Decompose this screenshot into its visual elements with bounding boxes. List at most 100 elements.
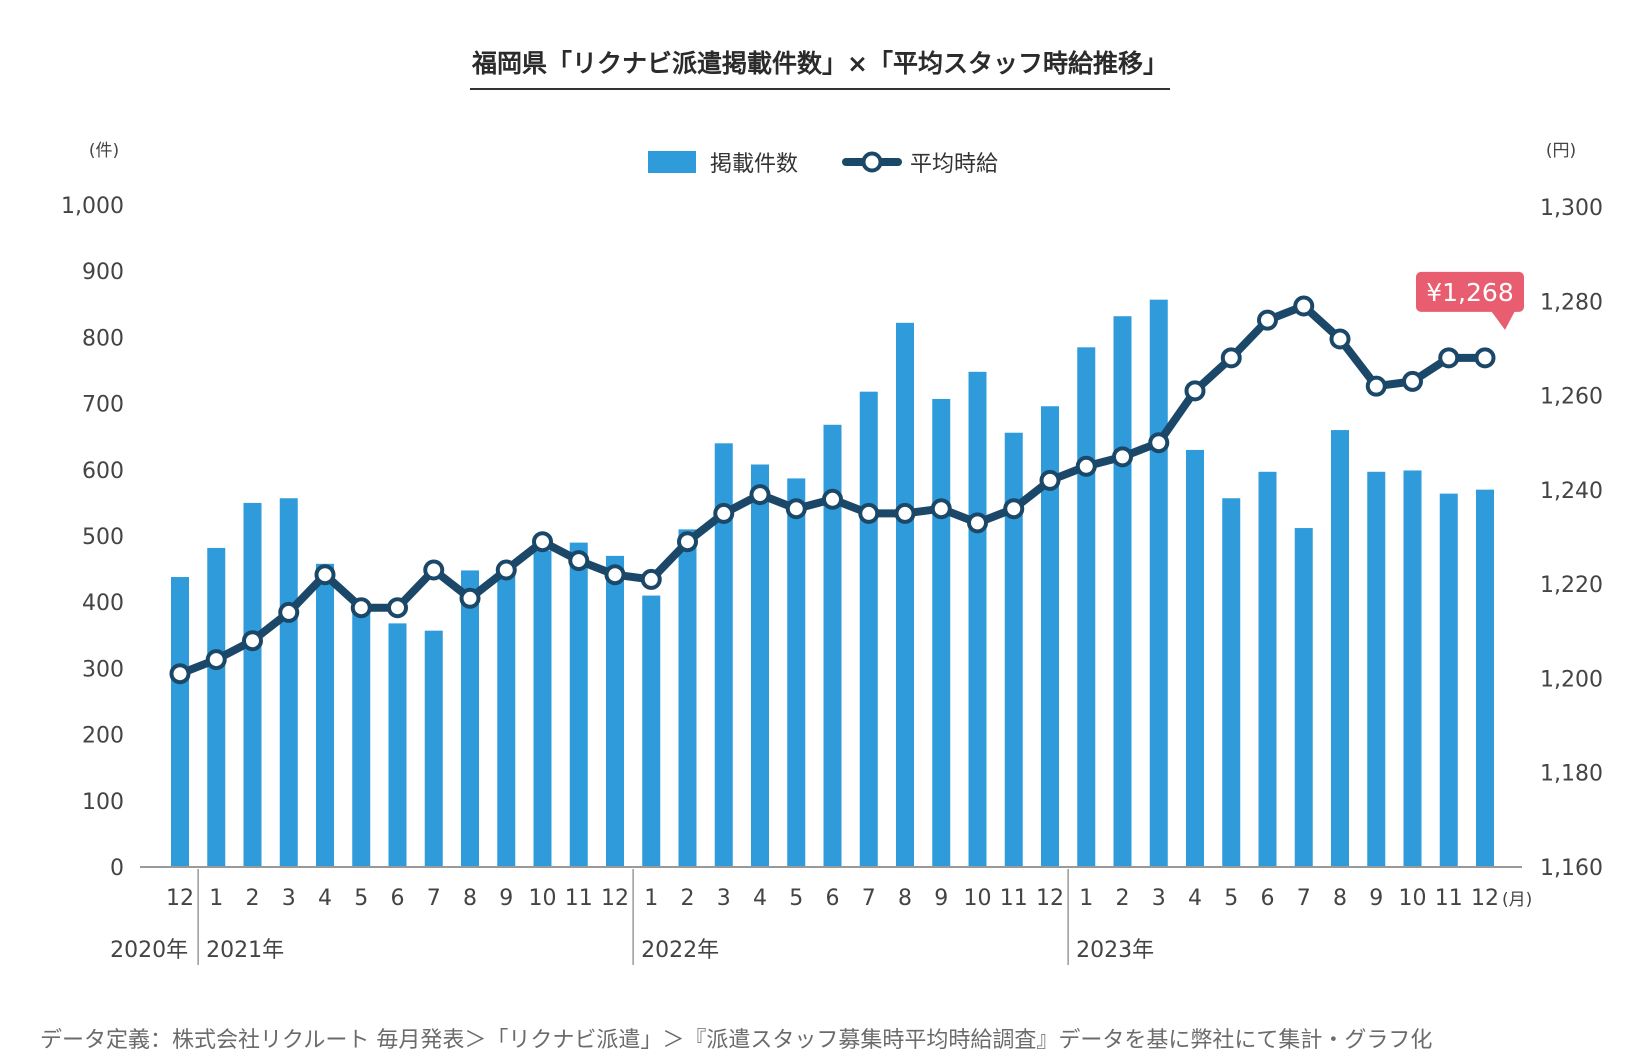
wage-point [532,531,553,553]
x-tick-label: 2 [681,886,695,911]
legend-bar-swatch [648,151,696,173]
wage-point [1257,309,1278,331]
x-tick-label: 12 [1036,886,1064,911]
bar [1476,489,1494,867]
x-tick-label: 6 [1261,886,1275,911]
x-tick-label: 8 [1333,886,1347,911]
x-tick-label: 4 [753,886,767,911]
bar [569,542,588,867]
bar [1149,299,1168,867]
wage-point [169,663,191,685]
bar [1041,406,1059,867]
bar [896,322,914,867]
left-axis-tick-label: 300 [82,657,124,682]
wage-point [1329,328,1351,350]
wage-point [459,587,481,609]
x-tick-label: 1 [644,886,658,911]
bar [1367,471,1386,867]
chart-title-text: 福岡県「リクナビ派遣掲載件数」×「平均スタッフ時給推移」 [470,44,1170,90]
bar [1077,347,1096,868]
line-series [169,295,1496,685]
bar [859,391,878,867]
x-tick-label: 2 [1116,886,1130,911]
x-tick-label: 11 [1000,886,1028,911]
left-axis-tick-label: 800 [82,326,124,351]
left-axis-tick-label: 900 [82,260,124,285]
wage-point [1184,380,1206,402]
left-axis-tick-label: 0 [110,856,124,881]
x-tick-label: 9 [934,886,948,911]
wage-point [205,649,227,671]
wage-point [1220,347,1242,369]
legend-line-marker [861,151,883,173]
callout-pointer [1491,310,1515,330]
bar-series [171,299,1494,868]
left-axis-unit: (件) [89,141,119,161]
wage-point [785,498,807,520]
wage-point [713,502,735,524]
x-tick-label: 3 [1152,886,1166,911]
x-tick-label: 9 [499,886,513,911]
x-tick-label: 5 [789,886,803,911]
wage-point [278,601,300,623]
legend-bar-label: 掲載件数 [710,152,798,177]
bar [243,502,262,867]
wage-point [1474,347,1496,369]
wage-point [1365,375,1387,397]
x-tick-label: 7 [862,886,876,911]
wage-point [423,559,445,581]
right-axis-tick-label: 1,200 [1540,667,1603,692]
wage-point [677,531,698,553]
legend: 掲載件数 平均時給 [648,151,998,177]
bar [1004,432,1023,867]
bar [678,529,697,867]
bar [1294,528,1313,867]
bar [1439,493,1458,867]
right-axis-tick-label: 1,160 [1540,856,1603,881]
year-label: 2021年 [206,938,284,963]
bar [932,398,951,867]
left-axis-tick-label: 1,000 [61,194,124,219]
bar [968,371,987,867]
bar [714,443,733,867]
right-axis-tick-label: 1,220 [1540,573,1603,598]
x-tick-label: 3 [717,886,731,911]
bar [751,464,769,867]
wage-point [930,498,952,520]
bar [207,547,226,867]
right-axis-tick-label: 1,180 [1540,762,1603,787]
x-tick-label: 10 [964,886,992,911]
bar [1258,471,1277,867]
bar [171,577,189,867]
x-tick-label: 6 [826,886,840,911]
wage-point [640,568,662,590]
wage-point [822,488,843,510]
footnote: データ定義：株式会社リクルート 毎月発表＞「リクナビ派遣」＞『派遣スタッフ募集時… [40,1028,1433,1053]
wage-point [1003,498,1025,520]
bar [388,623,407,867]
x-axis-unit: (月) [1502,890,1532,910]
x-tick-label: 10 [1399,886,1427,911]
bar [823,424,842,867]
wage-point [1075,455,1097,477]
x-tick-label: 12 [166,886,194,911]
callout-text: ¥1,268 [1426,278,1513,307]
bar [497,569,516,867]
x-tick-label: 2 [246,886,260,911]
x-tick-label: 11 [565,886,593,911]
bar [279,498,298,867]
wage-point [568,550,590,572]
wage-point [350,597,372,619]
x-tick-label: 8 [898,886,912,911]
x-tick-label: 7 [1297,886,1311,911]
wage-point [967,512,988,534]
x-tick-label: 4 [318,886,332,911]
x-tick-label: 10 [529,886,557,911]
wage-point [1148,432,1170,454]
bar [1222,498,1241,867]
left-axis-tick-label: 700 [82,393,124,418]
bar [424,630,443,867]
x-tick-label: 1 [209,886,223,911]
left-axis-tick-label: 500 [82,525,124,550]
